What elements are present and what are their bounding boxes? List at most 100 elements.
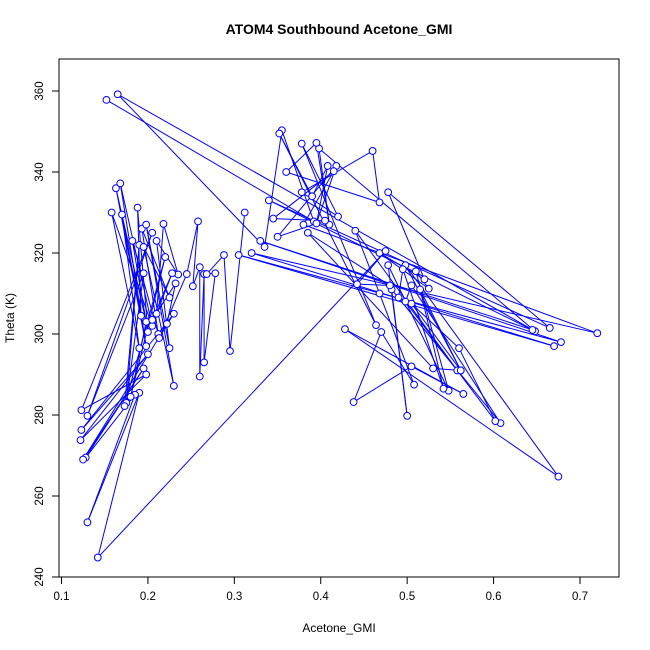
series-segment <box>158 273 188 339</box>
data-point <box>554 472 563 481</box>
data-point <box>424 284 433 293</box>
data-point <box>240 208 249 217</box>
data-series <box>76 90 602 562</box>
data-point <box>195 263 204 272</box>
series-segment <box>458 347 496 422</box>
data-point <box>93 553 102 562</box>
data-point <box>381 247 390 255</box>
series-segment <box>106 99 315 222</box>
data-point <box>349 398 358 406</box>
series-segment <box>387 191 551 329</box>
data-point <box>148 315 157 324</box>
data-point <box>226 347 234 355</box>
series-segment <box>303 224 598 334</box>
data-point <box>113 90 122 99</box>
data-point <box>321 216 329 225</box>
series-segment <box>145 224 171 349</box>
data-point <box>220 251 228 259</box>
series-segment <box>86 394 136 523</box>
data-point <box>202 270 211 278</box>
data-point <box>234 251 243 259</box>
x-axis: 0.1 0.2 0.3 0.4 0.5 0.6 0.7 <box>54 576 588 603</box>
data-point <box>102 96 111 104</box>
data-point <box>407 362 416 371</box>
series-segment <box>115 188 147 322</box>
data-point <box>398 265 407 274</box>
data-point <box>260 243 269 251</box>
series-segment <box>344 328 559 477</box>
series-segment <box>307 232 391 286</box>
data-point <box>139 269 148 278</box>
data-point <box>142 220 151 229</box>
chart-title: ATOM4 Southbound Acetone_GMI <box>226 21 453 37</box>
x-tick-label: 0.4 <box>313 591 330 603</box>
data-point <box>269 214 278 223</box>
data-point <box>165 344 174 353</box>
x-axis-label: Acetone_GMI <box>302 621 375 635</box>
data-point <box>308 192 317 201</box>
series-segment <box>199 274 205 377</box>
series-segment <box>80 374 147 441</box>
series-segment <box>353 331 382 403</box>
data-point <box>155 334 164 342</box>
x-tick-label: 0.5 <box>399 591 415 603</box>
x-tick-label: 0.3 <box>226 591 242 603</box>
data-point <box>256 236 265 245</box>
data-point <box>77 406 86 415</box>
data-point <box>142 342 151 351</box>
data-point <box>323 162 332 170</box>
data-point <box>152 309 161 318</box>
series-segment <box>372 150 381 203</box>
data-point <box>455 344 463 353</box>
series-segment <box>156 223 164 314</box>
series-segment <box>354 230 380 294</box>
data-point <box>126 392 135 401</box>
series-segment <box>192 221 199 287</box>
series-segment <box>229 212 246 352</box>
data-point <box>297 139 306 148</box>
series-segment <box>285 142 317 173</box>
series-segment <box>391 289 408 416</box>
data-point <box>76 436 85 445</box>
data-point <box>384 188 393 197</box>
data-point <box>120 402 129 410</box>
y-tick-label: 320 <box>34 243 46 262</box>
data-point <box>416 285 425 294</box>
data-point <box>375 289 384 298</box>
series-segment <box>97 250 386 558</box>
data-point <box>144 328 152 336</box>
data-point <box>171 279 180 288</box>
data-point <box>168 269 177 278</box>
series-segment <box>307 232 434 369</box>
data-point <box>169 381 178 390</box>
data-point <box>491 417 500 425</box>
series-segment <box>315 165 329 224</box>
data-point <box>152 236 161 245</box>
y-axis: 240 260 280 300 320 340 360 <box>34 81 60 587</box>
series-segment <box>121 214 142 316</box>
series-segment <box>206 254 225 275</box>
series-segment <box>357 283 390 286</box>
x-tick-label: 0.1 <box>54 591 70 603</box>
y-tick-label: 340 <box>34 162 46 181</box>
data-point <box>550 342 558 351</box>
data-point <box>312 138 321 147</box>
data-point <box>299 220 308 229</box>
data-point <box>142 370 151 379</box>
x-tick-label: 0.6 <box>486 591 502 603</box>
data-point <box>545 324 554 332</box>
data-point <box>118 210 126 219</box>
y-axis-label: Theta (K) <box>3 293 17 343</box>
data-point <box>420 275 429 284</box>
data-point <box>247 249 256 257</box>
series-segment <box>380 331 415 385</box>
data-point <box>407 299 416 308</box>
data-point <box>165 293 174 302</box>
data-point <box>161 253 170 261</box>
data-point <box>411 267 420 276</box>
data-point <box>112 184 120 193</box>
data-point <box>83 518 92 527</box>
data-point <box>188 282 197 291</box>
data-point <box>384 261 393 270</box>
